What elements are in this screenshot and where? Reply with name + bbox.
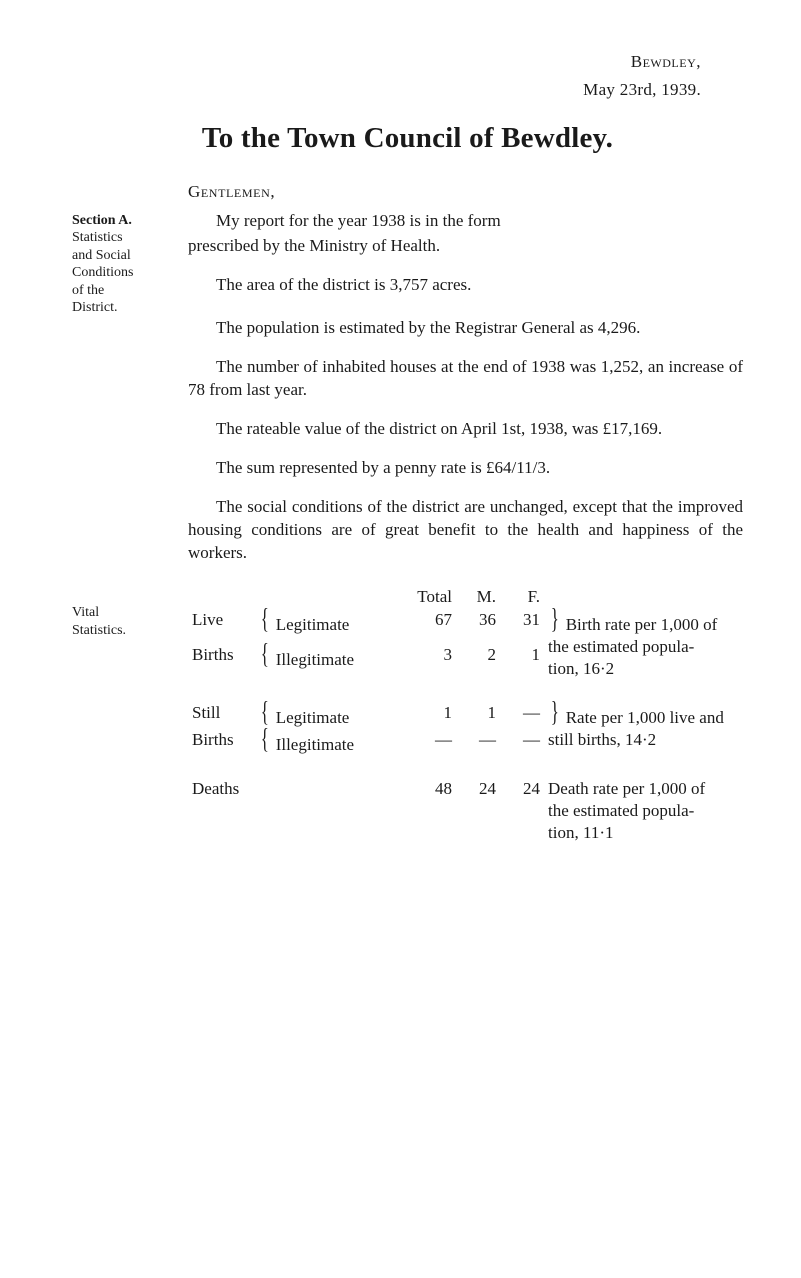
row-label: Illegitimate bbox=[276, 735, 354, 754]
cell: 67 bbox=[412, 609, 456, 645]
note-line: the estimated popula- bbox=[548, 801, 694, 820]
cell: 1 bbox=[456, 702, 500, 729]
header-block: Bewdley, May 23rd, 1939. bbox=[72, 52, 743, 100]
cell: — bbox=[500, 729, 544, 756]
note-line: Death rate per 1,000 of bbox=[548, 779, 705, 798]
cell: 48 bbox=[412, 778, 456, 844]
paragraph: The area of the district is 3,757 acres. bbox=[188, 274, 743, 297]
paragraph: My report for the year 1938 is in the fo… bbox=[188, 210, 743, 233]
group-prefix: Births bbox=[188, 644, 254, 680]
note-line: still births, 14·2 bbox=[548, 730, 656, 749]
page-title: To the Town Council of Bewdley. bbox=[72, 122, 743, 155]
note-line: tion, 11·1 bbox=[548, 823, 613, 842]
brace-icon: { bbox=[261, 607, 269, 632]
paragraph: The sum represented by a penny rate is £… bbox=[188, 457, 743, 480]
col-header-f: F. bbox=[500, 586, 544, 608]
vital-line: Vital bbox=[72, 604, 182, 622]
cell: 2 bbox=[456, 644, 500, 680]
date-text: May 23rd, 1939. bbox=[72, 80, 701, 100]
brace-icon: } bbox=[551, 607, 559, 632]
group-prefix: Births bbox=[188, 729, 254, 756]
cell: 24 bbox=[500, 778, 544, 844]
col-header-total: Total bbox=[412, 586, 456, 608]
section-a-line: Conditions bbox=[72, 264, 182, 282]
row-label: Legitimate bbox=[276, 708, 350, 727]
paragraph: The number of inhabited houses at the en… bbox=[188, 356, 743, 402]
paragraph: The rateable value of the district on Ap… bbox=[188, 418, 743, 441]
cell: 24 bbox=[456, 778, 500, 844]
cell: 1 bbox=[412, 702, 456, 729]
section-a-line: and Social bbox=[72, 247, 182, 265]
note-line: tion, 16·2 bbox=[548, 659, 614, 678]
note-line: Birth rate per 1,000 of bbox=[566, 615, 718, 634]
brace-icon: } bbox=[551, 700, 559, 725]
group-prefix: Still bbox=[188, 702, 254, 729]
section-a-label: Section A. bbox=[72, 212, 182, 230]
note-line: Rate per 1,000 live and bbox=[566, 708, 724, 727]
row-label: Legitimate bbox=[276, 615, 350, 634]
vital-line: Statistics. bbox=[72, 622, 182, 640]
note-line: the estimated popula- bbox=[548, 637, 694, 656]
deaths-label: Deaths bbox=[188, 778, 412, 844]
section-a-line: Statistics bbox=[72, 229, 182, 247]
cell: 36 bbox=[456, 609, 500, 645]
col-header-m: M. bbox=[456, 586, 500, 608]
greeting-text: Gentlemen, bbox=[188, 181, 743, 204]
brace-icon: { bbox=[261, 727, 269, 752]
section-a-line: District. bbox=[72, 299, 182, 317]
cell: 3 bbox=[412, 644, 456, 680]
row-label: Illegitimate bbox=[276, 650, 354, 669]
cell: 1 bbox=[500, 644, 544, 680]
cell: — bbox=[500, 702, 544, 729]
paragraph: The population is estimated by the Regis… bbox=[188, 317, 743, 340]
location-text: Bewdley, bbox=[72, 52, 701, 72]
cell: — bbox=[412, 729, 456, 756]
sidebar-section-a: Section A. Statistics and Social Conditi… bbox=[72, 210, 188, 317]
paragraph: The social conditions of the district ar… bbox=[188, 496, 743, 565]
brace-icon: { bbox=[261, 642, 269, 667]
stats-table: Total M. F. Live { Legitimate 67 36 31 } bbox=[188, 586, 743, 844]
brace-icon: { bbox=[261, 700, 269, 725]
section-a-line: of the bbox=[72, 282, 182, 300]
cell: — bbox=[456, 729, 500, 756]
group-prefix: Live bbox=[188, 609, 254, 645]
sidebar-vital-stats: Vital Statistics. bbox=[72, 580, 188, 639]
page: Bewdley, May 23rd, 1939. To the Town Cou… bbox=[0, 0, 801, 1278]
cell: 31 bbox=[500, 609, 544, 645]
paragraph: prescribed by the Ministry of Health. bbox=[188, 235, 743, 258]
